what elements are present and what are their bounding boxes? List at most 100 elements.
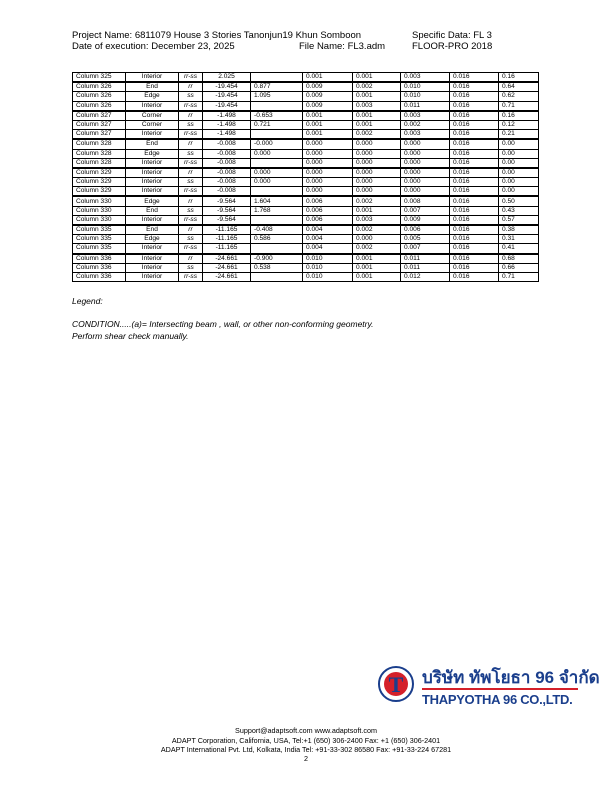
table-cell: 0.000 — [400, 177, 450, 188]
table-cell: 0.003 — [400, 129, 450, 140]
page-number: 2 — [304, 754, 308, 763]
table-cell: 0.011 — [400, 252, 450, 264]
table-cell: 0.000 — [352, 138, 401, 150]
table-cell: 0.16 — [498, 109, 539, 121]
table-cell — [250, 129, 303, 140]
table-cell: Column 329 — [72, 186, 126, 197]
table-row: Column 330 Interior rr-ss -9.564 0.006 0.003 0… — [72, 214, 539, 226]
table-cell: rr-ss — [178, 271, 203, 283]
table-cell: 0.64 — [498, 81, 539, 93]
table-cell: 0.016 — [449, 109, 499, 121]
table-cell: ss — [178, 262, 203, 273]
table-cell: 0.000 — [352, 186, 401, 197]
table-cell: -0.008 — [202, 138, 251, 150]
table-cell: 0.00 — [498, 148, 539, 159]
table-cell: 0.001 — [352, 119, 401, 131]
table-cell: -0.408 — [250, 224, 303, 236]
table-cell: 0.16 — [498, 72, 539, 83]
table-cell: End — [125, 224, 179, 236]
table-cell: 0.016 — [449, 100, 499, 112]
table-row: Column 336 Interior ss -24.661 0.538 0.010 0.0… — [72, 262, 539, 273]
table-cell: -1.498 — [202, 109, 251, 121]
table-cell: 0.016 — [449, 72, 499, 83]
table-cell: 0.000 — [352, 157, 401, 169]
table-cell: 0.003 — [352, 214, 401, 226]
table-row: Column 328 End rr -0.008 -0.000 0.000 0.000 0.0… — [72, 138, 539, 150]
table-cell: Column 330 — [72, 214, 126, 226]
table-cell: rr — [178, 252, 203, 264]
table-cell: 1.095 — [250, 91, 303, 102]
table-cell: 0.68 — [498, 252, 539, 264]
table-cell: 0.012 — [400, 271, 450, 283]
table-cell: ss — [178, 205, 203, 216]
table-cell: -0.008 — [202, 148, 251, 159]
table-cell: 0.001 — [302, 129, 353, 140]
table-cell: 0.00 — [498, 177, 539, 188]
table-cell: Interior — [125, 129, 179, 140]
table-cell: 0.009 — [302, 91, 353, 102]
table-row: Column 328 Edge ss -0.008 0.000 0.000 0.000 0.0… — [72, 148, 539, 159]
table-cell: 0.000 — [250, 166, 303, 179]
table-cell: 0.004 — [302, 234, 353, 245]
footer-address-1: ADAPT Corporation, California, USA, Tel:… — [171, 736, 441, 745]
logo-divider — [422, 688, 578, 690]
table-cell: Interior — [125, 271, 179, 283]
software-name: FLOOR-PRO 2018 — [412, 41, 493, 52]
table-cell: 0.011 — [400, 262, 450, 273]
table-cell: -11.165 — [202, 224, 251, 236]
table-cell: 0.57 — [498, 214, 539, 226]
table-cell: 0.000 — [352, 234, 401, 245]
table-cell: 0.010 — [302, 271, 353, 283]
table-cell — [250, 243, 303, 255]
table-cell: 0.016 — [449, 148, 499, 159]
table-cell: 0.000 — [302, 148, 353, 159]
table-cell — [250, 72, 303, 83]
execution-date: Date of execution: December 23, 2025 — [72, 41, 235, 52]
table-cell: rr — [178, 195, 203, 207]
table-cell: 0.001 — [352, 252, 401, 264]
table-cell: rr — [178, 166, 203, 179]
table-cell: -0.008 — [202, 157, 251, 169]
table-cell: 0.50 — [498, 195, 539, 207]
table-cell: 0.001 — [352, 91, 401, 102]
table-cell: -0.008 — [202, 186, 251, 197]
table-cell: 0.016 — [449, 214, 499, 226]
company-logo: T บริษัท ทัพโยธา 96 จำกัด THAPYOTHA 96 C… — [376, 662, 600, 710]
table-cell: -24.661 — [202, 262, 251, 273]
table-cell: 0.016 — [449, 91, 499, 102]
table-cell: Column 336 — [72, 252, 126, 264]
table-cell: rr-ss — [178, 100, 203, 112]
table-cell: 0.003 — [400, 72, 450, 83]
table-cell: 0.016 — [449, 119, 499, 131]
table-cell: 0.00 — [498, 166, 539, 179]
table-row: Column 335 Interior rr-ss -11.165 0.004 0.002… — [72, 243, 539, 255]
table-cell: 0.016 — [449, 129, 499, 140]
table-cell: 0.004 — [302, 224, 353, 236]
table-cell: 0.66 — [498, 262, 539, 273]
table-cell: rr — [178, 109, 203, 121]
table-cell: 0.002 — [352, 224, 401, 236]
table-cell: Interior — [125, 243, 179, 255]
legend-condition: CONDITION.....(a)= Intersecting beam , w… — [72, 319, 374, 329]
table-cell: 0.00 — [498, 186, 539, 197]
table-cell: Column 327 — [72, 109, 126, 121]
table-cell: rr-ss — [178, 129, 203, 140]
table-cell: 0.00 — [498, 138, 539, 150]
table-cell: 0.001 — [352, 205, 401, 216]
table-cell: ss — [178, 177, 203, 188]
table-cell: 0.000 — [302, 177, 353, 188]
table-cell: 1.768 — [250, 205, 303, 216]
table-cell: End — [125, 138, 179, 150]
table-cell: Column 336 — [72, 271, 126, 283]
table-cell: Column 327 — [72, 119, 126, 131]
table-row: Column 328 Interior rr-ss -0.008 0.000 0.000 0… — [72, 157, 539, 169]
table-cell: Interior — [125, 177, 179, 188]
table-row: Column 326 Interior rr-ss -19.454 0.009 0.003… — [72, 100, 539, 112]
table-cell: 0.000 — [400, 138, 450, 150]
table-cell: Interior — [125, 262, 179, 273]
table-cell: Column 335 — [72, 234, 126, 245]
table-cell: -19.454 — [202, 81, 251, 93]
table-cell: -0.008 — [202, 166, 251, 179]
table-cell: End — [125, 205, 179, 216]
table-cell: Interior — [125, 252, 179, 264]
